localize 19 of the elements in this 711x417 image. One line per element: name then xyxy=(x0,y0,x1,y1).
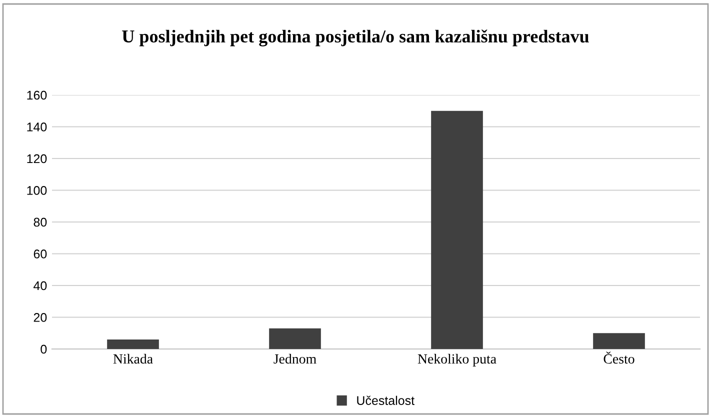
y-tick-label: 100 xyxy=(27,186,47,195)
bar xyxy=(269,328,321,349)
y-tick-label: 0 xyxy=(40,344,47,354)
x-tick-label: Nekoliko puta xyxy=(418,354,496,366)
y-tick-label: 60 xyxy=(34,250,47,258)
y-tick-label: 120 xyxy=(27,154,47,164)
y-tick-label: 160 xyxy=(27,90,47,100)
legend-label: Učestalost xyxy=(357,396,414,405)
bar xyxy=(107,339,159,349)
y-tick-label: 80 xyxy=(34,218,47,227)
x-tick-label: Jednom xyxy=(274,354,316,364)
x-tick-label: Nikada xyxy=(113,354,153,364)
y-tick-label: 40 xyxy=(34,281,47,290)
bar xyxy=(431,110,483,349)
x-tick-label: Često xyxy=(604,352,634,364)
bar xyxy=(593,333,645,349)
y-tick-label: 140 xyxy=(27,122,47,132)
y-tick-label: 20 xyxy=(34,313,47,322)
chart-title: U posljednjih pet godina posjetila/o sam kazališnu predstavu xyxy=(122,30,589,46)
